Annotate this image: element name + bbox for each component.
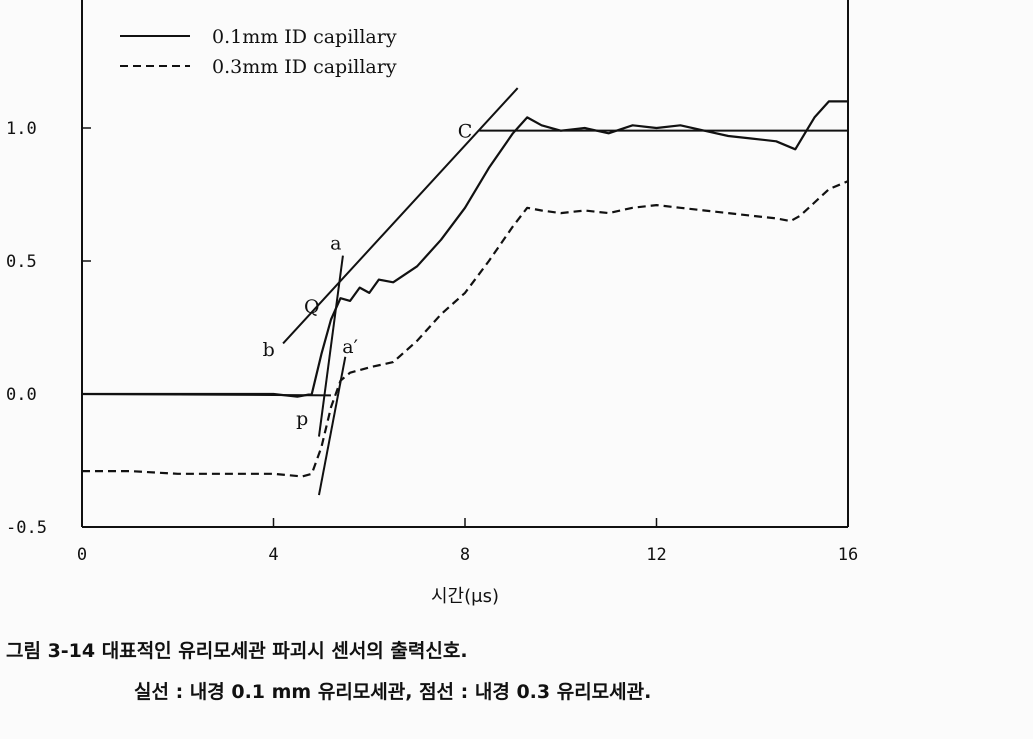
y-tick-label: -0.5 (6, 518, 47, 538)
figure-caption-title: 그림 3-14 대표적인 유리모세관 파괴시 센서의 출력신호. (6, 640, 468, 662)
annotation-p: p (296, 408, 308, 430)
annotation-Q: Q (304, 296, 320, 318)
legend-solid-label: 0.1mm ID capillary (212, 26, 397, 48)
x-tick-label: 16 (838, 545, 858, 565)
reference-line-a (317, 255, 344, 437)
series-line-0.3mm (82, 180, 849, 478)
series-line-0.1mm (82, 100, 848, 398)
x-axis-label: 시간(μs) (431, 586, 499, 607)
annotation-C: C (458, 121, 473, 143)
legend: 0.1mm ID capillary 0.3mm ID capillary (120, 26, 397, 78)
reference-line-b (282, 87, 519, 345)
legend-dashed-label: 0.3mm ID capillary (212, 56, 397, 78)
x-tick-label: 8 (460, 545, 470, 565)
annotations: Ca Qb a′ p (263, 121, 473, 430)
figure-caption-detail: 실선 : 내경 0.1 mm 유리모세관, 점선 : 내경 0.3 유리모세관. (134, 681, 652, 703)
y-tick-label: 0.0 (6, 385, 37, 405)
y-tick-label: 1.0 (6, 119, 37, 139)
x-tick-label: 12 (646, 545, 666, 565)
line-chart: 0 4 8 12 16 -0.5 0.0 0.5 1.0 Ca Qb a′ p 0.1mm ID ca… (6, 0, 858, 607)
annotation-a: a (330, 232, 341, 254)
reference-line-a-prime (317, 356, 347, 496)
y-tick-label: 0.5 (6, 252, 37, 272)
ticks: 0 4 8 12 16 -0.5 0.0 0.5 1.0 (6, 119, 858, 565)
x-tick-label: 0 (77, 545, 87, 565)
x-tick-label: 4 (268, 545, 278, 565)
annotation-b: b (263, 339, 275, 361)
series-group (82, 100, 849, 478)
axes (81, 0, 849, 528)
annotation-a-prime: a′ (342, 336, 358, 358)
